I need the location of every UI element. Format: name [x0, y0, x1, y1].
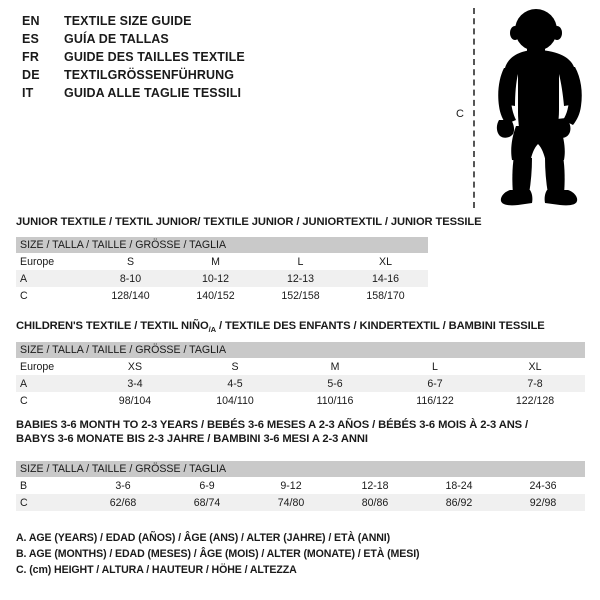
language-text-it: GUIDA ALLE TAGLIE TESSILI	[64, 86, 242, 100]
language-text-en: TEXTILE SIZE GUIDE	[64, 14, 192, 28]
legend-item-c: C. (cm) HEIGHT / ALTURA / HAUTEUR / HÖHE…	[16, 564, 297, 576]
babies-size-header-label: SIZE / TALLA / TAILLE / GRÖSSE / TAGLIA	[16, 461, 586, 477]
table-row: Europe XS S M L XL	[16, 358, 586, 375]
table-row: A 8-10 10-12 12-13 14-16	[16, 270, 428, 287]
legend-item-a: A. AGE (YEARS) / EDAD (AÑOS) / ÂGE (ANS)…	[16, 532, 391, 544]
measurement-figure: C	[440, 4, 600, 212]
children-a-c1: 3-4	[85, 375, 185, 392]
table-row: C 98/104 104/110 110/116 116/122 122/128	[16, 392, 586, 409]
babies-size-table: SIZE / TALLA / TAILLE / GRÖSSE / TAGLIA …	[16, 461, 586, 511]
children-heading-subscript: /A	[208, 325, 217, 335]
babies-b-c1: 3-6	[81, 477, 165, 494]
junior-c-c3: 152/158	[258, 287, 343, 304]
junior-row-label-c: C	[16, 287, 88, 304]
children-europe-c2: S	[185, 358, 285, 375]
babies-b-c4: 12-18	[333, 477, 417, 494]
babies-b-c3: 9-12	[249, 477, 333, 494]
babies-row-label-b: B	[16, 477, 81, 494]
children-a-c3: 5-6	[285, 375, 385, 392]
babies-c-c4: 80/86	[333, 494, 417, 511]
language-text-fr: GUIDE DES TAILLES TEXTILE	[64, 50, 245, 64]
table-row: C 62/68 68/74 74/80 80/86 86/92 92/98	[16, 494, 586, 511]
children-europe-c3: M	[285, 358, 385, 375]
children-row-label-c: C	[16, 392, 85, 409]
children-c-c1: 98/104	[85, 392, 185, 409]
junior-section-heading: JUNIOR TEXTILE / TEXTIL JUNIOR/ TEXTILE …	[16, 216, 482, 228]
babies-section-heading: BABIES 3-6 MONTH TO 2-3 YEARS / BEBÉS 3-…	[16, 419, 528, 445]
language-code-es: ES	[22, 32, 40, 46]
language-row-it: IT GUIDA ALLE TAGLIE TESSILI	[22, 84, 422, 102]
measurement-legend: A. AGE (YEARS) / EDAD (AÑOS) / ÂGE (ANS)…	[16, 530, 516, 578]
junior-c-c2: 140/152	[173, 287, 258, 304]
children-c-c3: 110/116	[285, 392, 385, 409]
toddler-silhouette-icon	[496, 9, 582, 206]
babies-c-c5: 86/92	[417, 494, 501, 511]
junior-europe-c3: L	[258, 253, 343, 270]
children-row-label-europe: Europe	[16, 358, 85, 375]
children-a-c2: 4-5	[185, 375, 285, 392]
children-heading-post: / TEXTILE DES ENFANTS / KINDERTEXTIL / B…	[215, 320, 545, 332]
babies-b-c5: 18-24	[417, 477, 501, 494]
table-row: A 3-4 4-5 5-6 6-7 7-8	[16, 375, 586, 392]
junior-a-c1: 8-10	[88, 270, 173, 287]
height-dimension-label: C	[456, 108, 464, 120]
children-a-c5: 7-8	[485, 375, 586, 392]
table-row: B 3-6 6-9 9-12 12-18 18-24 24-36	[16, 477, 586, 494]
junior-a-c2: 10-12	[173, 270, 258, 287]
height-dimension-line	[473, 8, 475, 208]
children-a-c4: 6-7	[385, 375, 485, 392]
junior-europe-c1: S	[88, 253, 173, 270]
language-text-es: GUÍA DE TALLAS	[64, 32, 169, 46]
language-code-en: EN	[22, 14, 40, 28]
language-title-block: EN TEXTILE SIZE GUIDE ES GUÍA DE TALLAS …	[22, 12, 422, 102]
children-heading-pre: CHILDREN'S TEXTILE / TEXTIL NIÑO	[16, 320, 209, 332]
babies-table-header-row: SIZE / TALLA / TAILLE / GRÖSSE / TAGLIA	[16, 461, 586, 477]
language-code-it: IT	[22, 86, 34, 100]
babies-c-c1: 62/68	[81, 494, 165, 511]
babies-b-c2: 6-9	[165, 477, 249, 494]
children-size-table: SIZE / TALLA / TAILLE / GRÖSSE / TAGLIA …	[16, 342, 586, 409]
language-row-fr: FR GUIDE DES TAILLES TEXTILE	[22, 48, 422, 66]
junior-row-label-europe: Europe	[16, 253, 88, 270]
children-section-heading: CHILDREN'S TEXTILE / TEXTIL NIÑO/A / TEX…	[16, 320, 545, 334]
language-code-de: DE	[22, 68, 40, 82]
children-europe-c4: L	[385, 358, 485, 375]
language-code-fr: FR	[22, 50, 40, 64]
children-table-header-row: SIZE / TALLA / TAILLE / GRÖSSE / TAGLIA	[16, 342, 586, 358]
children-europe-c1: XS	[85, 358, 185, 375]
children-row-label-a: A	[16, 375, 85, 392]
children-size-header-label: SIZE / TALLA / TAILLE / GRÖSSE / TAGLIA	[16, 342, 586, 358]
junior-europe-c4: XL	[343, 253, 428, 270]
junior-a-c3: 12-13	[258, 270, 343, 287]
junior-c-c1: 128/140	[88, 287, 173, 304]
language-text-de: TEXTILGRÖSSENFÜHRUNG	[64, 68, 235, 82]
junior-a-c4: 14-16	[343, 270, 428, 287]
junior-table-header-row: SIZE / TALLA / TAILLE / GRÖSSE / TAGLIA	[16, 237, 428, 253]
language-row-de: DE TEXTILGRÖSSENFÜHRUNG	[22, 66, 422, 84]
junior-size-header-label: SIZE / TALLA / TAILLE / GRÖSSE / TAGLIA	[16, 237, 428, 253]
babies-heading-line1: BABIES 3-6 MONTH TO 2-3 YEARS / BEBÉS 3-…	[16, 419, 529, 431]
children-c-c4: 116/122	[385, 392, 485, 409]
junior-europe-c2: M	[173, 253, 258, 270]
table-row: C 128/140 140/152 152/158 158/170	[16, 287, 428, 304]
table-row: Europe S M L XL	[16, 253, 428, 270]
junior-c-c4: 158/170	[343, 287, 428, 304]
language-row-en: EN TEXTILE SIZE GUIDE	[22, 12, 422, 30]
babies-c-c2: 68/74	[165, 494, 249, 511]
babies-row-label-c: C	[16, 494, 81, 511]
legend-item-b: B. AGE (MONTHS) / EDAD (MESES) / ÂGE (MO…	[16, 548, 420, 560]
babies-c-c3: 74/80	[249, 494, 333, 511]
junior-size-table: SIZE / TALLA / TAILLE / GRÖSSE / TAGLIA …	[16, 237, 428, 304]
children-europe-c5: XL	[485, 358, 586, 375]
language-row-es: ES GUÍA DE TALLAS	[22, 30, 422, 48]
children-c-c5: 122/128	[485, 392, 586, 409]
babies-c-c6: 92/98	[501, 494, 586, 511]
children-c-c2: 104/110	[185, 392, 285, 409]
babies-b-c6: 24-36	[501, 477, 586, 494]
babies-heading-line2: BABYS 3-6 MONATE BIS 2-3 JAHRE / BAMBINI…	[16, 433, 368, 445]
junior-row-label-a: A	[16, 270, 88, 287]
